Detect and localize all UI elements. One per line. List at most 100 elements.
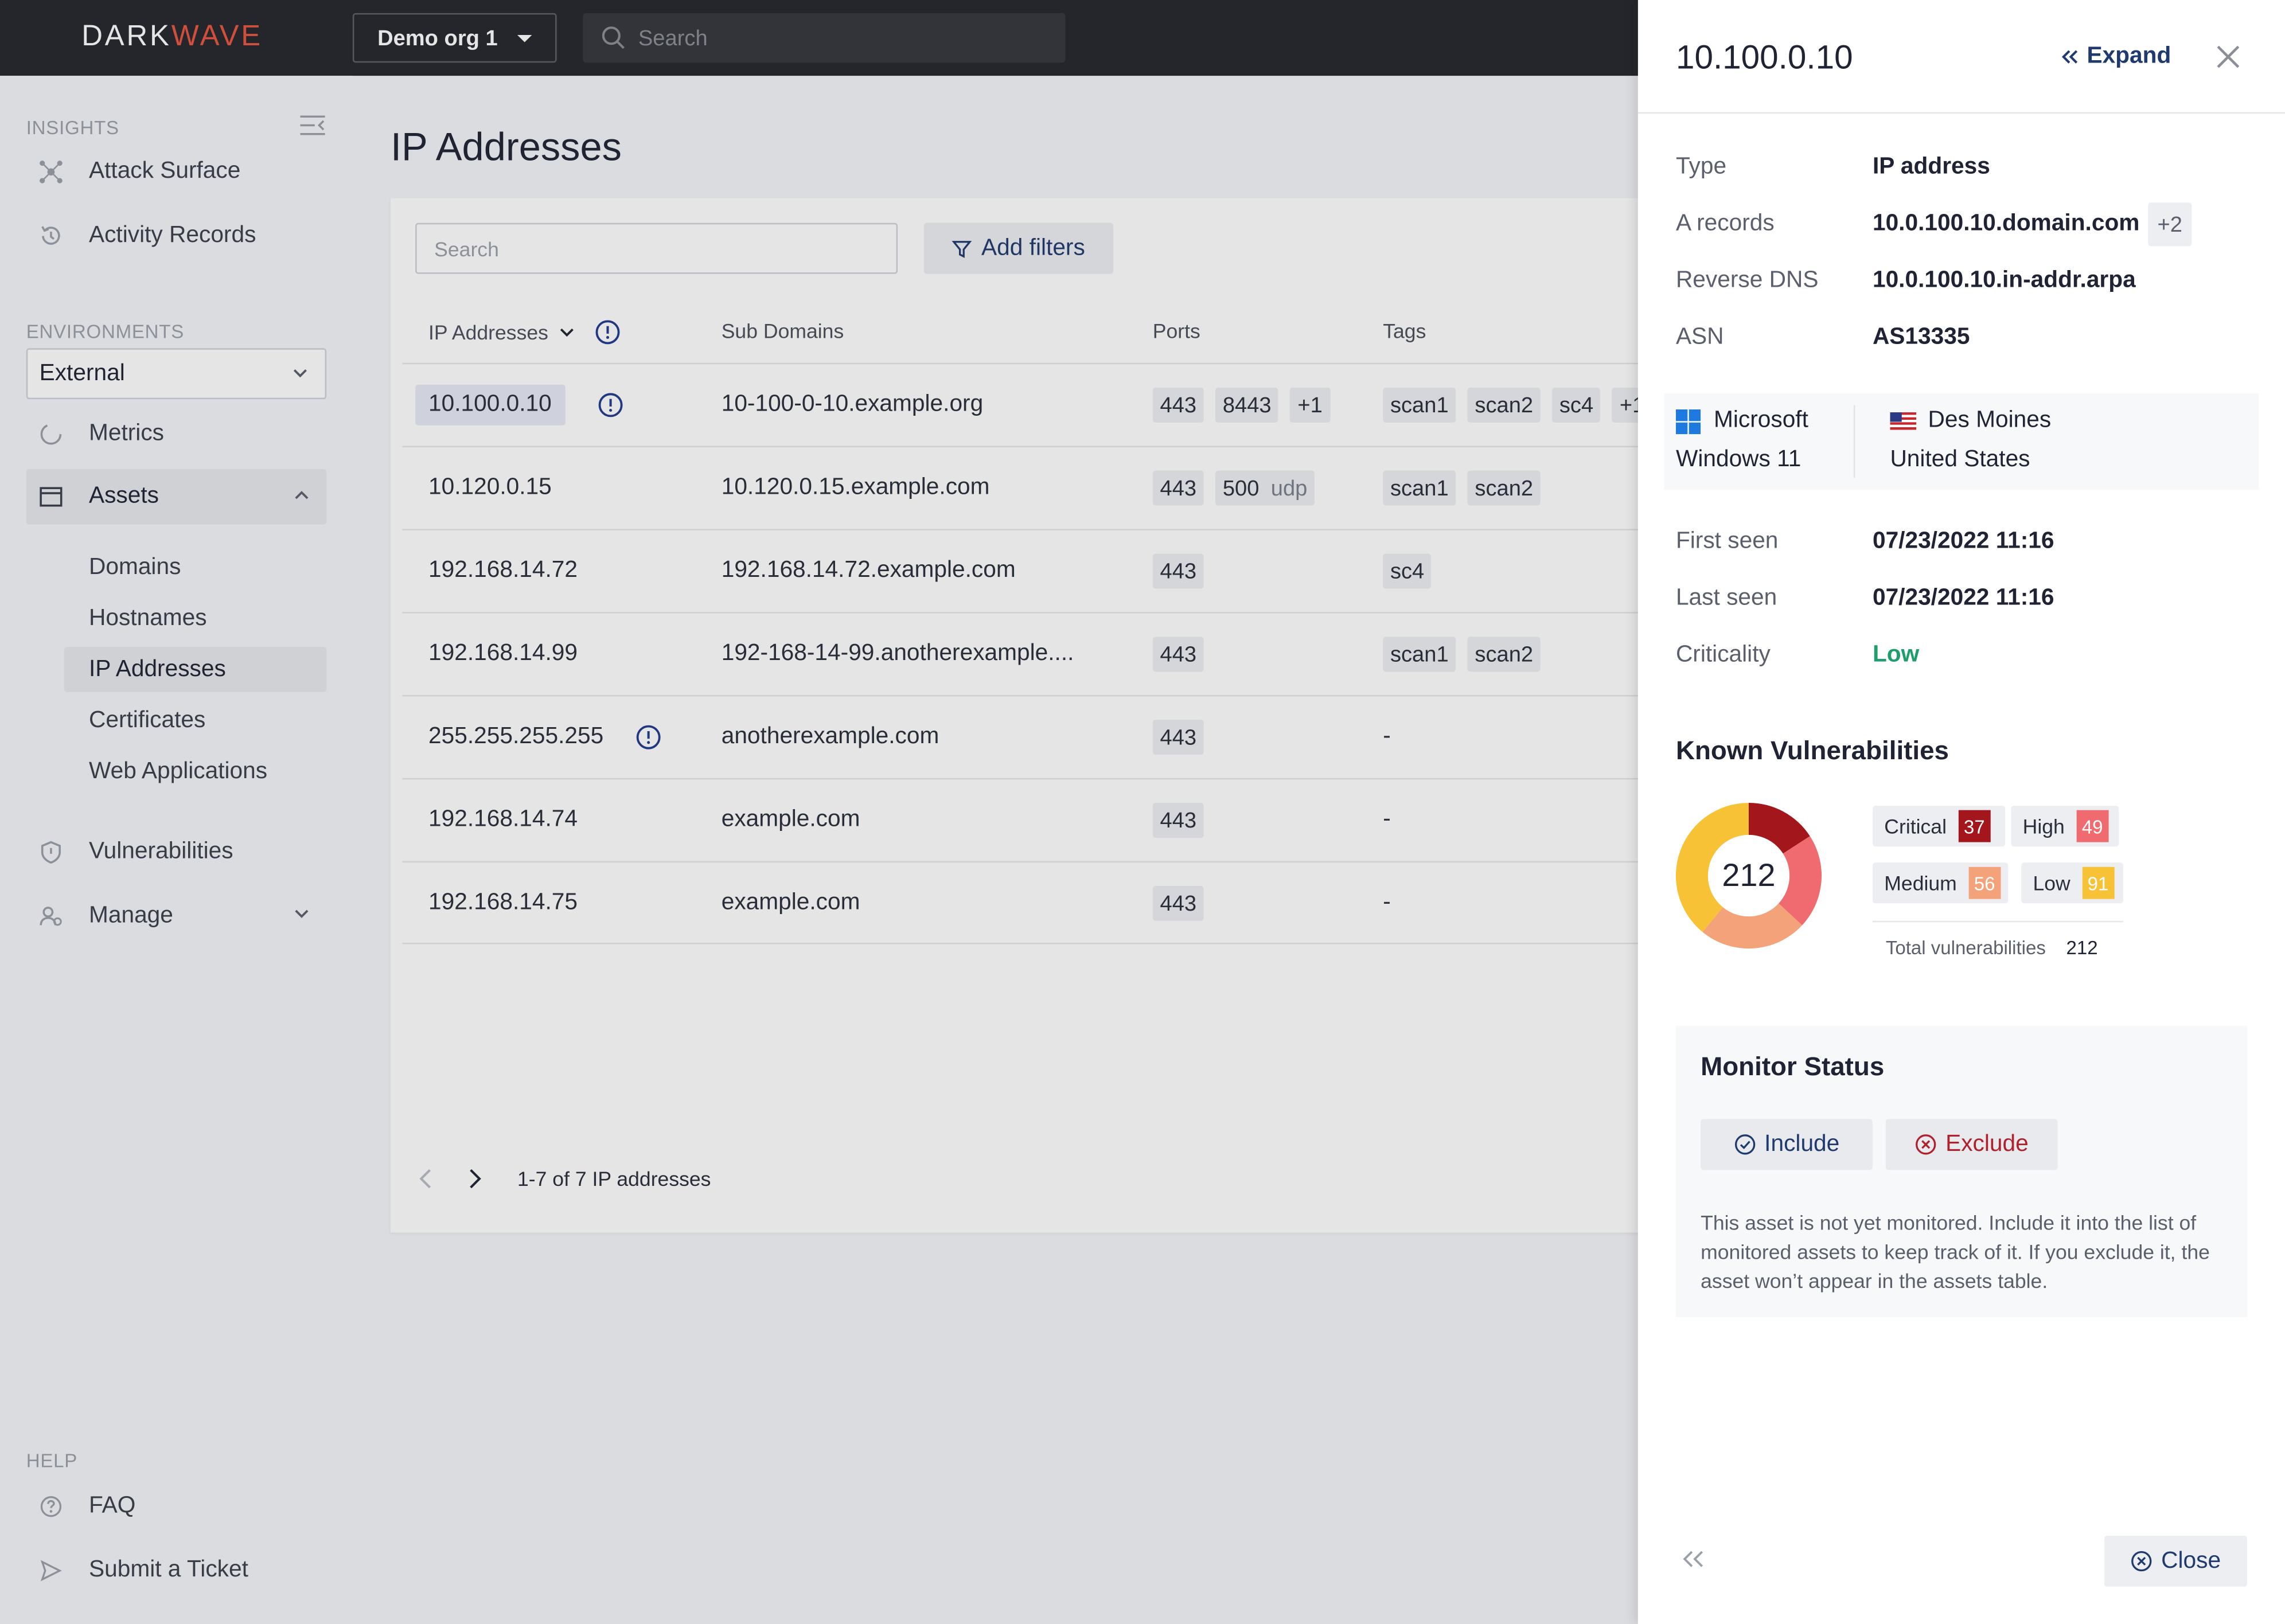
help-section-label: HELP (26, 1450, 78, 1472)
geo-country: United States (1890, 447, 2030, 473)
chevron-up-icon (294, 490, 309, 500)
windows-logo-icon (1675, 408, 1701, 434)
sidebar-subitem-certificates[interactable]: Certificates (88, 707, 206, 732)
tags-cell: - (1383, 779, 1391, 861)
sidebar-item-attack-surface[interactable]: Attack Surface (26, 145, 326, 200)
table-row[interactable]: 255.255.255.255 anotherexample.com 443 - (402, 694, 1702, 778)
pagination-text: 1-7 of 7 IP addresses (517, 1167, 711, 1190)
column-header-sub-domains[interactable]: Sub Domains (721, 319, 844, 343)
table-row[interactable]: 10.100.0.10 10-100-0-10.example.org 443 844… (402, 362, 1702, 446)
sidebar-subitem-ip-addresses[interactable]: IP Addresses (64, 647, 327, 692)
previous-page-icon[interactable] (418, 1167, 432, 1190)
send-icon (26, 1557, 89, 1584)
sidebar-item-manage[interactable]: Manage (26, 889, 326, 944)
ports-cell: 443 500 udp (1152, 447, 1327, 529)
expand-button[interactable]: Expand (2061, 44, 2171, 70)
ports-cell: 443 (1152, 862, 1215, 944)
severity-count: 49 (2076, 810, 2109, 842)
subdomain-cell: anotherexample.com (721, 724, 939, 749)
table-row[interactable]: 10.120.0.15 10.120.0.15.example.com 443 500… (402, 446, 1702, 529)
subdomain-cell: 192-168-14-99.anotherexample.... (721, 641, 1074, 666)
table-row[interactable]: 192.168.14.72 192.168.14.72.example.com 44… (402, 529, 1702, 612)
total-vulnerabilities: Total vulnerabilities 212 (1872, 920, 2123, 959)
severity-chip-medium[interactable]: Medium 56 (1872, 862, 2009, 904)
sidebar-subitem-domains[interactable]: Domains (88, 554, 181, 579)
donut-slice-low (1675, 802, 1749, 932)
close-drawer-button[interactable]: Close (2104, 1536, 2247, 1587)
last-seen-label: Last seen (1675, 585, 1777, 611)
tags-cell: scan1 scan2 sc4 +1 (1383, 364, 1663, 446)
ip-address[interactable]: 192.168.14.74 (428, 807, 578, 832)
sidebar-item-label: Vulnerabilities (88, 839, 233, 864)
include-button[interactable]: Include (1701, 1119, 1873, 1170)
drawer-title: 10.100.0.10 (1675, 38, 1853, 76)
info-icon[interactable] (635, 724, 662, 751)
tag-pill[interactable]: sc4 (1383, 553, 1432, 589)
severity-chip-low[interactable]: Low 91 (2021, 862, 2123, 904)
ports-cell: 443 (1152, 614, 1215, 695)
column-header-ip-addresses[interactable]: IP Addresses (428, 319, 621, 345)
port-pill: 443 (1152, 802, 1204, 838)
shield-icon (26, 840, 89, 866)
sidebar-item-metrics[interactable]: Metrics (26, 407, 326, 462)
reverse-dns-label: Reverse DNS (1675, 268, 1819, 293)
table-search[interactable] (415, 222, 898, 274)
sidebar-item-submit-ticket[interactable]: Submit a Ticket (26, 1543, 326, 1599)
add-filters-button[interactable]: Add filters (923, 222, 1114, 274)
app-logo[interactable]: DARKWAVE (81, 20, 263, 53)
ip-cell: 10.100.0.10 (415, 364, 623, 446)
double-chevron-left-icon[interactable] (1682, 1549, 1705, 1570)
sidebar-item-activity-records[interactable]: Activity Records (26, 208, 326, 264)
sidebar-item-label: Assets (88, 483, 159, 509)
column-header-tags[interactable]: Tags (1383, 319, 1426, 343)
close-icon[interactable] (2215, 44, 2241, 70)
ip-address[interactable]: 255.255.255.255 (428, 724, 604, 749)
ip-address[interactable]: 192.168.14.99 (428, 641, 578, 666)
global-search[interactable] (583, 13, 1066, 63)
subdomain-cell: example.com (721, 807, 860, 832)
tag-pill[interactable]: scan1 (1383, 387, 1456, 423)
ip-address[interactable]: 192.168.14.72 (428, 558, 578, 583)
sidebar-item-vulnerabilities[interactable]: Vulnerabilities (26, 825, 326, 880)
double-chevron-left-icon (2061, 48, 2078, 65)
info-icon[interactable] (597, 392, 623, 418)
collapse-sidebar-icon[interactable] (300, 115, 326, 136)
tag-pill[interactable]: scan2 (1467, 637, 1541, 672)
column-header-ports[interactable]: Ports (1152, 319, 1200, 343)
table-row[interactable]: 192.168.14.74 example.com 443 - (402, 778, 1702, 861)
tag-pill[interactable]: sc4 (1552, 387, 1601, 423)
org-selector[interactable]: Demo org 1 (352, 13, 557, 63)
severity-chip-critical[interactable]: Critical 37 (1872, 806, 2006, 847)
exclude-button[interactable]: Exclude (1885, 1119, 2058, 1170)
monitor-status-description: This asset is not yet monitored. Include… (1701, 1211, 2210, 1293)
ports-cell: 443 (1152, 779, 1215, 861)
donut-total: 212 (1722, 857, 1776, 893)
tag-pill[interactable]: scan2 (1467, 470, 1541, 506)
a-records-label: A records (1675, 211, 1775, 236)
a-records-more-badge[interactable]: +2 (2148, 202, 2192, 247)
info-icon[interactable] (595, 319, 621, 345)
severity-chip-high[interactable]: High 49 (2011, 806, 2119, 847)
network-icon (26, 159, 89, 185)
table-search-input[interactable] (416, 224, 896, 273)
global-search-input[interactable] (638, 25, 1047, 50)
sidebar-item-faq[interactable]: FAQ (26, 1479, 326, 1535)
ip-address[interactable]: 10.100.0.10 (415, 384, 565, 425)
ip-address[interactable]: 10.120.0.15 (428, 475, 552, 500)
next-page-icon[interactable] (468, 1167, 482, 1190)
tag-pill[interactable]: scan1 (1383, 470, 1456, 506)
caret-down-icon (517, 34, 532, 42)
donut-slice-critical (1748, 802, 1810, 854)
sort-chevron-down-icon[interactable] (560, 327, 574, 337)
table-row[interactable]: 192.168.14.75 example.com 443 - (402, 861, 1702, 944)
sidebar-subitem-hostnames[interactable]: Hostnames (88, 605, 207, 630)
environment-select[interactable]: External (26, 348, 327, 400)
sidebar-item-label: Metrics (88, 421, 165, 446)
sidebar-item-assets[interactable]: Assets (26, 469, 327, 525)
tag-pill[interactable]: scan2 (1467, 387, 1541, 423)
page-title: IP Addresses (390, 125, 622, 169)
tag-pill[interactable]: scan1 (1383, 637, 1456, 672)
table-row[interactable]: 192.168.14.99 192-168-14-99.anotherexampl… (402, 612, 1702, 695)
ip-address[interactable]: 192.168.14.75 (428, 890, 578, 915)
sidebar-subitem-web-applications[interactable]: Web Applications (88, 758, 268, 783)
